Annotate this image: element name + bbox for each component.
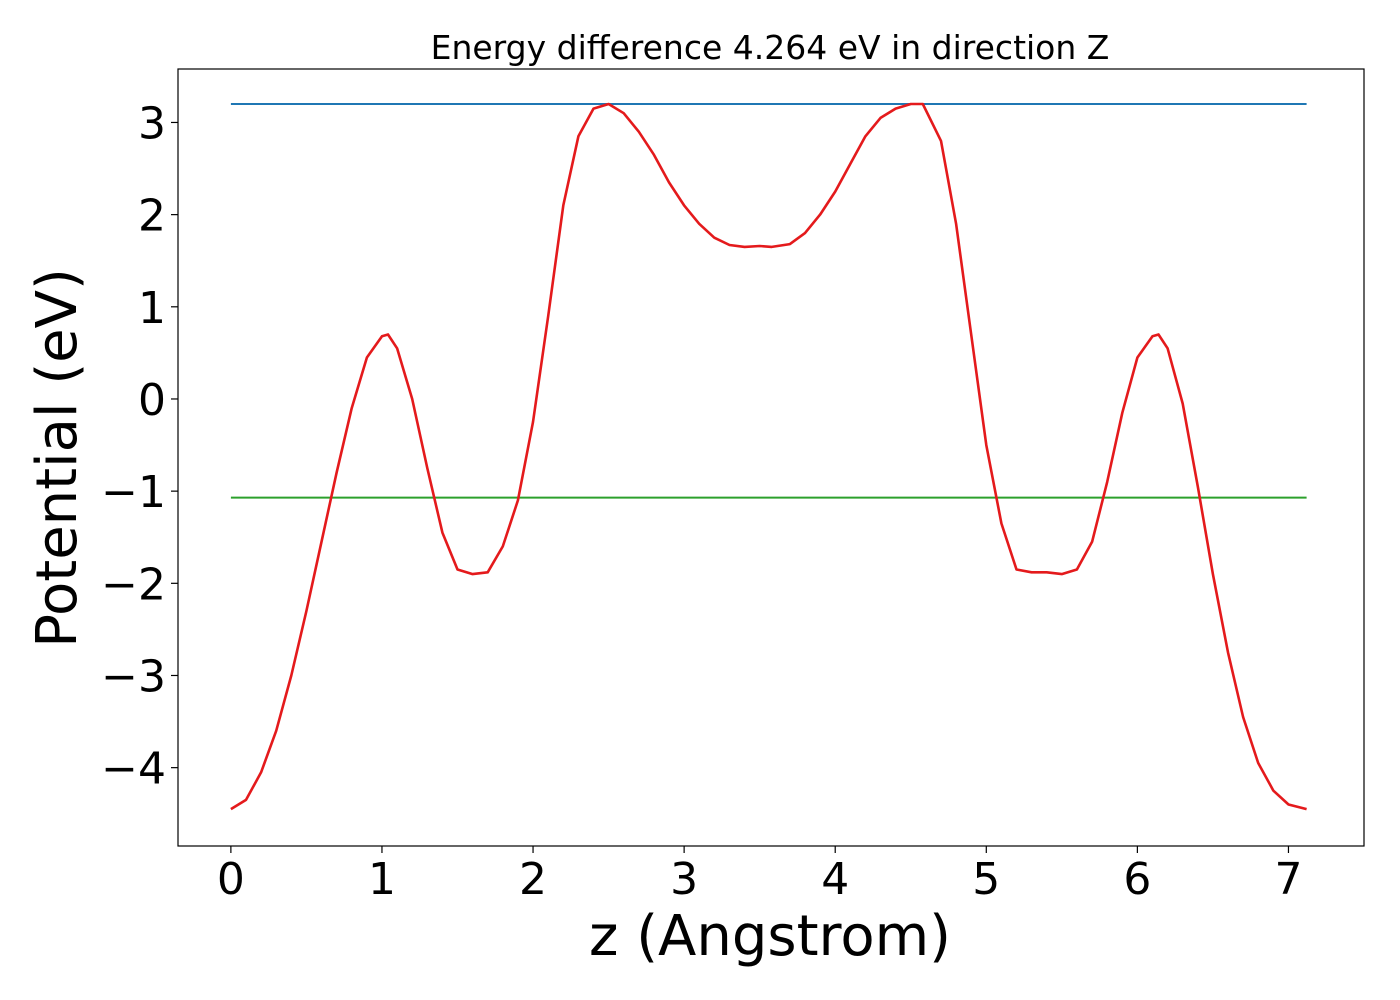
series-layer: [230, 102, 1307, 811]
x-tick-label: 3: [670, 854, 698, 905]
plot-frame: [177, 68, 1365, 847]
x-axis-title: z (Angstrom): [589, 904, 951, 969]
y-tick-label: 1: [138, 283, 166, 334]
y-tick-label: 2: [138, 191, 166, 242]
x-tick-label: 4: [821, 854, 849, 905]
y-tick-label: 0: [138, 375, 166, 426]
y-tick-label: −1: [101, 467, 166, 518]
y-tick-label: −3: [101, 651, 166, 702]
y-tick-label: −2: [101, 559, 166, 610]
y-tick-label: −4: [101, 744, 166, 795]
x-tick-label: 0: [217, 854, 245, 905]
x-tick-label: 1: [368, 854, 396, 905]
x-tick-label: 7: [1274, 854, 1302, 905]
y-axis-title: Potential (eV): [25, 268, 90, 648]
x-tick-label: 6: [1123, 854, 1151, 905]
y-tick-label: 3: [138, 98, 166, 149]
chart-title: Energy difference 4.264 eV in direction …: [431, 28, 1110, 67]
ticks-layer: 0 1 2 3 4 5 6 7 −4 −3 −2 −1 0 1 2 3: [101, 98, 1302, 905]
x-tick-label: 5: [972, 854, 1000, 905]
series-line-3: [230, 102, 1307, 811]
x-tick-label: 2: [519, 854, 547, 905]
